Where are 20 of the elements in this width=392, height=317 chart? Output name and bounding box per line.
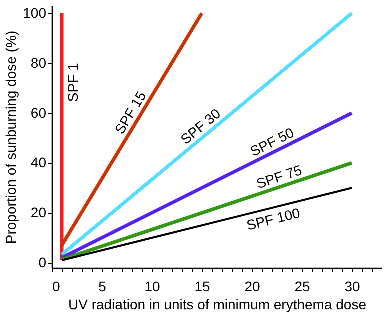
y-tick-label: 0: [38, 254, 47, 271]
text: SPF 1: [65, 62, 81, 102]
x-tick-label: 20: [244, 278, 260, 294]
x-tick-label: 15: [194, 278, 210, 294]
text: SPF 30: [178, 105, 224, 148]
x-tick-label: 30: [344, 278, 360, 294]
x-tick-label: 25: [294, 278, 310, 294]
y-tick-label: 80: [30, 54, 47, 71]
x-tick-label: 5: [98, 278, 107, 294]
text: SPF 75: [254, 162, 304, 192]
x-tick-label: 10: [144, 278, 160, 294]
y-tick-label: 100: [23, 4, 47, 21]
y-axis-title: Proportion of sunburning dose (%): [3, 30, 20, 244]
y-tick-label: 20: [30, 204, 47, 221]
x-tick-label: 0: [52, 278, 60, 294]
y-tick-label: 40: [30, 154, 47, 171]
text: SPF 50: [248, 124, 297, 160]
y-tick-label: 60: [30, 104, 47, 121]
x-axis-title: UV radiation in units of minimum erythema dose: [68, 296, 367, 312]
text: SPF 100: [245, 204, 302, 234]
